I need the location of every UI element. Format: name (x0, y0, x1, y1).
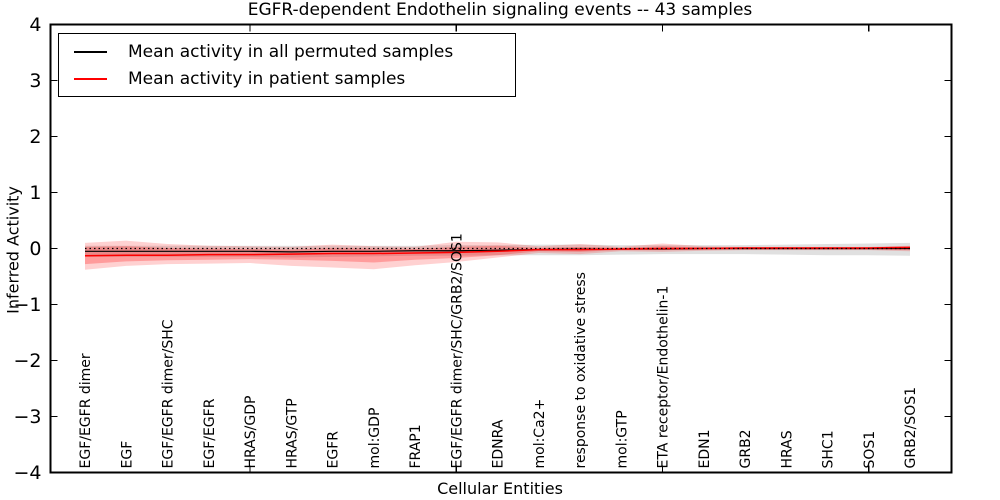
chart-title: EGFR-dependent Endothelin signaling even… (247, 0, 753, 20)
x-category-label: response to oxidative stress (573, 272, 589, 468)
x-category-label: HRAS/GDP (243, 396, 259, 469)
x-category-label: mol:GDP (367, 408, 383, 469)
x-category-label: EDNRA (491, 419, 507, 468)
y-tick-label: 2 (29, 126, 41, 148)
legend-line-sample-black (74, 50, 107, 53)
x-category-label: EGF (119, 441, 135, 469)
x-category-label: ETA receptor/Endothelin-1 (656, 286, 672, 469)
x-category-label: mol:GTP (614, 410, 630, 468)
y-tick-label: 0 (29, 238, 41, 260)
x-category-label: mol:Ca2+ (532, 399, 548, 469)
legend-line-sample-red (74, 77, 107, 80)
y-tick-label: −2 (13, 350, 41, 372)
x-category-label: SOS1 (862, 431, 878, 469)
legend-entry-patient: Mean activity in patient samples (74, 69, 515, 89)
legend-entry-permuted: Mean activity in all permuted samples (74, 42, 515, 62)
y-tick-label: 4 (29, 14, 41, 36)
y-tick-label: −1 (13, 294, 41, 316)
y-tick-label: 3 (29, 70, 41, 92)
x-category-label: EGF/EGFR dimer/SHC (161, 319, 177, 468)
x-category-label: FRAP1 (408, 424, 424, 468)
x-category-label: EGFR (326, 431, 342, 469)
patient-inner-band (85, 245, 910, 265)
x-category-label: EGF/EGFR dimer/SHC/GRB2/SOS1 (449, 233, 465, 468)
y-tick-label: −4 (13, 462, 41, 484)
y-axis-label: Inferred Activity (3, 186, 23, 314)
x-category-label: GRB2 (738, 429, 754, 468)
x-category-label: EDN1 (697, 429, 713, 468)
patient-mean-line (84, 246, 911, 257)
x-category-label: EGF/EGFR dimer (78, 353, 94, 468)
x-category-label: SHC1 (821, 430, 837, 468)
x-category-label: EGF/EGFR (202, 398, 218, 468)
x-category-label: HRAS/GTP (284, 398, 300, 468)
x-category-label: GRB2/SOS1 (903, 387, 919, 469)
x-axis-label: Cellular Entities (437, 479, 563, 498)
y-tick-label: −3 (13, 406, 41, 428)
legend-label-permuted: Mean activity in all permuted samples (128, 41, 454, 62)
y-tick-label: 1 (29, 182, 41, 204)
legend: Mean activity in all permuted samples Me… (58, 33, 516, 97)
x-category-label: HRAS (779, 430, 795, 468)
legend-label-patient: Mean activity in patient samples (128, 68, 406, 89)
